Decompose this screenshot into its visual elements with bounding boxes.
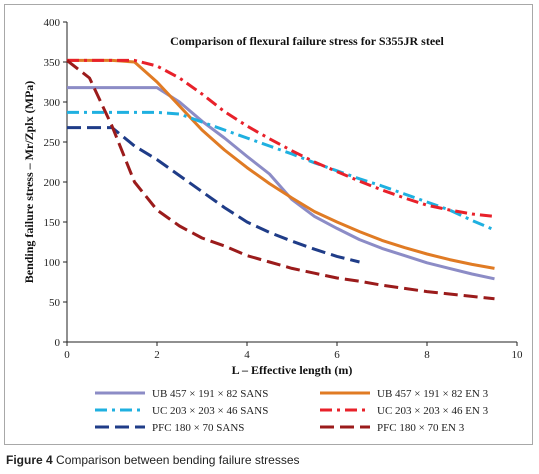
series-layer <box>66 58 496 301</box>
y-tick-label: 350 <box>44 57 61 69</box>
series-line-6 <box>66 59 495 301</box>
x-axis-label: L – Effective length (m) <box>232 363 353 377</box>
y-tick-label: 150 <box>44 217 61 229</box>
legend-label: UB 457 × 191 × 82 SANS <box>152 388 268 400</box>
x-tick-label: 0 <box>64 349 70 361</box>
legend-label: UC 203 × 203 × 46 SANS <box>152 405 268 417</box>
x-tick-label: 2 <box>154 349 160 361</box>
legend-label: UB 457 × 191 × 82 EN 3 <box>377 388 489 400</box>
y-tick-label: 100 <box>44 257 61 269</box>
x-tick-label: 10 <box>512 349 524 361</box>
legend: UB 457 × 191 × 82 SANS UB 457 × 191 × 82 … <box>95 388 489 434</box>
y-tick-label: 250 <box>44 137 61 149</box>
axes: 0 50 100 150 200 250 300 350 400 0 2 4 6 8 10 <box>44 17 524 361</box>
y-tick-label: 300 <box>44 97 61 109</box>
caption-label: Figure 4 <box>6 453 53 467</box>
y-tick-label: 200 <box>44 177 61 189</box>
y-tick-label: 0 <box>55 337 61 349</box>
legend-label: PFC 180 × 70 EN 3 <box>377 422 465 434</box>
x-tick-label: 8 <box>424 349 430 361</box>
y-tick-label: 400 <box>44 17 61 29</box>
y-tick-label: 50 <box>49 297 61 309</box>
chart-title: Comparison of flexural failure stress fo… <box>170 34 444 48</box>
series-line-4 <box>67 58 495 218</box>
y-axis-label: Bending failure stress – Mr/Zplx (MPa) <box>22 81 36 284</box>
chart-frame <box>4 4 533 445</box>
series-line-1 <box>67 86 495 281</box>
series-line-2 <box>67 58 495 270</box>
figure-caption: Figure 4 Comparison between bending fail… <box>6 453 531 467</box>
legend-label: UC 203 × 203 × 46 EN 3 <box>377 405 489 417</box>
x-tick-label: 6 <box>334 349 340 361</box>
x-tick-label: 4 <box>244 349 250 361</box>
series-line-5 <box>67 126 360 264</box>
legend-label: PFC 180 × 70 SANS <box>152 422 244 434</box>
caption-text: Comparison between bending failure stres… <box>56 453 300 467</box>
